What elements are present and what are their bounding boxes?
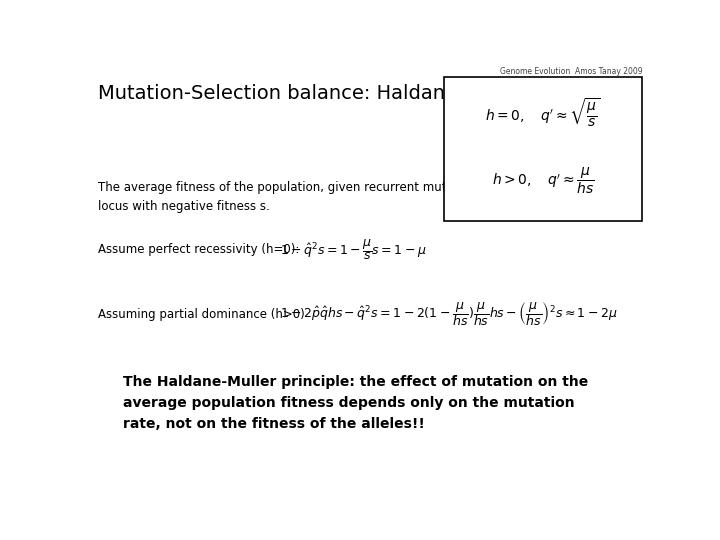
Text: Genome Evolution  Amos Tanay 2009: Genome Evolution Amos Tanay 2009: [500, 67, 642, 76]
Text: $1-2\hat{p}\hat{q}hs-\hat{q}^2s = 1-2(1-\dfrac{\mu}{hs})\dfrac{\mu}{hs}hs-\left(: $1-2\hat{p}\hat{q}hs-\hat{q}^2s = 1-2(1-…: [280, 300, 617, 328]
Text: $h > 0, \quad q'\approx\dfrac{\mu}{hs}$: $h > 0, \quad q'\approx\dfrac{\mu}{hs}$: [492, 165, 595, 195]
Text: Assume perfect recessivity (h=0):: Assume perfect recessivity (h=0):: [99, 244, 300, 256]
FancyBboxPatch shape: [444, 77, 642, 221]
Text: Mutation-Selection balance: Haldane-Muller: Mutation-Selection balance: Haldane-Mull…: [99, 84, 525, 103]
Text: $h = 0, \quad q'\approx\sqrt{\dfrac{\mu}{s}}$: $h = 0, \quad q'\approx\sqrt{\dfrac{\mu}…: [485, 97, 601, 130]
Text: Assuming partial dominance (h>0): Assuming partial dominance (h>0): [99, 308, 305, 321]
Text: $1-\hat{q}^2s = 1-\dfrac{\mu}{s}s = 1-\mu$: $1-\hat{q}^2s = 1-\dfrac{\mu}{s}s = 1-\m…: [280, 238, 426, 262]
Text: The Haldane-Muller principle: the effect of mutation on the
average population f: The Haldane-Muller principle: the effect…: [124, 375, 589, 431]
Text: The average fitness of the population, given recurrent mutations in rate μ at a
: The average fitness of the population, g…: [99, 181, 564, 213]
